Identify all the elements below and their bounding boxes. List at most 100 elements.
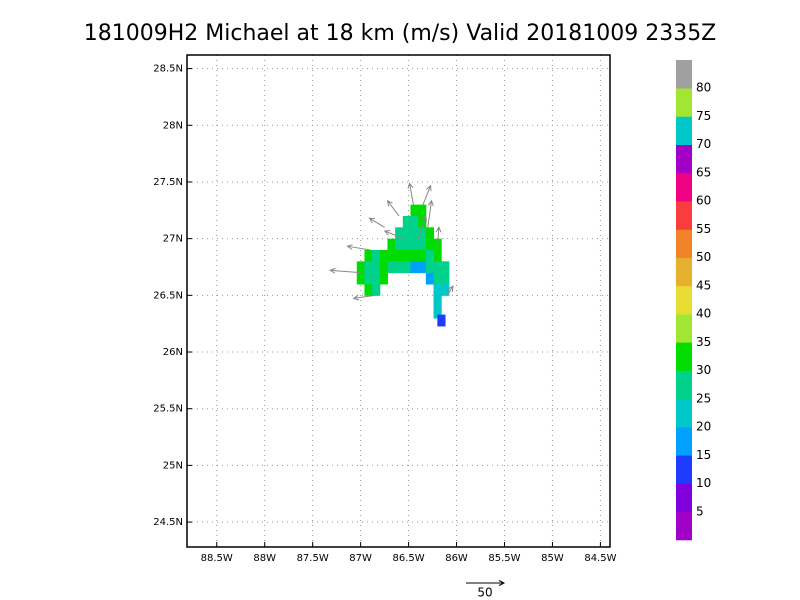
wind-cell <box>425 261 435 274</box>
x-tick-label: 87.5W <box>297 553 329 564</box>
wind-cell <box>372 249 381 262</box>
wind-vector <box>352 294 376 301</box>
x-tick-label: 87W <box>349 553 372 564</box>
colorbar-swatch <box>676 455 692 484</box>
colorbar-swatch <box>676 172 692 202</box>
colorbar-swatch <box>676 511 692 541</box>
wind-cell <box>425 272 435 285</box>
wind-cell <box>418 238 427 251</box>
y-tick-label: 27.5N <box>153 177 183 188</box>
colorbar-label: 65 <box>696 165 711 179</box>
wind-cell <box>395 227 404 240</box>
wind-cell <box>364 249 373 262</box>
colorbar-swatch <box>676 370 692 400</box>
wind-cell <box>372 283 381 296</box>
x-tick-label: 86.5W <box>392 553 424 564</box>
y-tick-label: 26N <box>163 347 183 358</box>
wind-cell <box>410 238 419 251</box>
wind-cell <box>410 215 419 228</box>
wind-cell <box>395 249 404 262</box>
wind-cell <box>418 227 427 240</box>
wind-cell <box>387 249 396 262</box>
wind-cell <box>433 261 442 274</box>
wind-cell <box>433 295 442 308</box>
wind-cell <box>379 261 388 274</box>
wind-cell <box>410 204 419 217</box>
wind-cell <box>425 249 435 262</box>
colorbar-swatch <box>676 342 692 371</box>
colorbar-label: 10 <box>696 476 711 490</box>
colorbar-label: 5 <box>696 504 704 518</box>
wind-cell <box>433 272 442 285</box>
colorbar-swatch <box>676 60 692 89</box>
x-tick-label: 88.5W <box>201 553 233 564</box>
colorbar-label: 80 <box>696 81 711 95</box>
x-tick-label: 85.5W <box>488 553 520 564</box>
wind-vector <box>368 217 385 228</box>
wind-vector <box>383 230 404 240</box>
wind-cell <box>410 227 419 240</box>
y-tick-label: 25N <box>163 460 183 471</box>
x-tick-label: 88W <box>253 553 276 564</box>
wind-cell <box>441 283 450 296</box>
wind-cell <box>441 261 450 274</box>
wind-vector <box>446 285 454 296</box>
wind-cell <box>379 249 388 262</box>
colorbar-label: 50 <box>696 250 711 264</box>
wind-vector <box>435 226 442 251</box>
wind-cell <box>387 261 396 274</box>
colorbar-swatch <box>676 116 692 146</box>
wind-vector <box>346 244 371 251</box>
wind-cell <box>418 249 427 262</box>
wind-cell <box>402 227 411 240</box>
wind-cell <box>418 204 427 217</box>
wind-vector <box>329 267 361 274</box>
wind-vector <box>417 214 428 239</box>
colorbar-label: 40 <box>696 307 711 321</box>
colorbar-label: 35 <box>696 335 711 349</box>
wind-cell <box>437 314 446 327</box>
wind-cell <box>402 215 411 228</box>
wind-cell <box>356 272 365 285</box>
colorbar-swatch <box>676 398 692 428</box>
wind-cell <box>410 249 419 262</box>
wind-cell <box>418 215 427 228</box>
wind-cell <box>356 261 365 274</box>
wind-cell <box>364 283 373 296</box>
y-tick-label: 26.5N <box>153 290 183 301</box>
colorbar-label: 55 <box>696 222 711 236</box>
colorbar-swatch <box>676 144 692 174</box>
y-tick-label: 27N <box>163 234 183 245</box>
wind-cell <box>379 272 388 285</box>
wind-cell <box>395 261 404 274</box>
colorbar-swatch <box>676 229 692 258</box>
wind-cell <box>387 238 396 251</box>
wind-cell <box>372 272 381 285</box>
y-tick-label: 24.5N <box>153 517 183 528</box>
wind-cell <box>372 261 381 274</box>
wind-cell <box>425 227 435 240</box>
colorbar-swatch <box>676 427 692 456</box>
wind-cell <box>433 249 442 262</box>
wind-cell <box>425 238 435 251</box>
x-tick-label: 84.5W <box>584 553 616 564</box>
wind-cell <box>410 261 419 274</box>
colorbar-label: 75 <box>696 109 711 123</box>
colorbar-swatch <box>676 314 692 343</box>
wind-cell <box>395 238 404 251</box>
wind-cell <box>402 238 411 251</box>
colorbar-label: 45 <box>696 278 711 292</box>
y-tick-label: 25.5N <box>153 404 183 415</box>
chart-title: 181009H2 Michael at 18 km (m/s) Valid 20… <box>84 21 717 46</box>
wind-cell <box>402 249 411 262</box>
wind-cell <box>364 272 373 285</box>
colorbar-swatch <box>676 483 692 513</box>
x-tick-label: 86W <box>445 553 468 564</box>
colorbar-label: 60 <box>696 194 711 208</box>
wind-vector <box>407 182 414 205</box>
plot-frame <box>186 54 611 548</box>
colorbar-swatch <box>676 285 692 315</box>
colorbar-label: 15 <box>696 448 711 462</box>
